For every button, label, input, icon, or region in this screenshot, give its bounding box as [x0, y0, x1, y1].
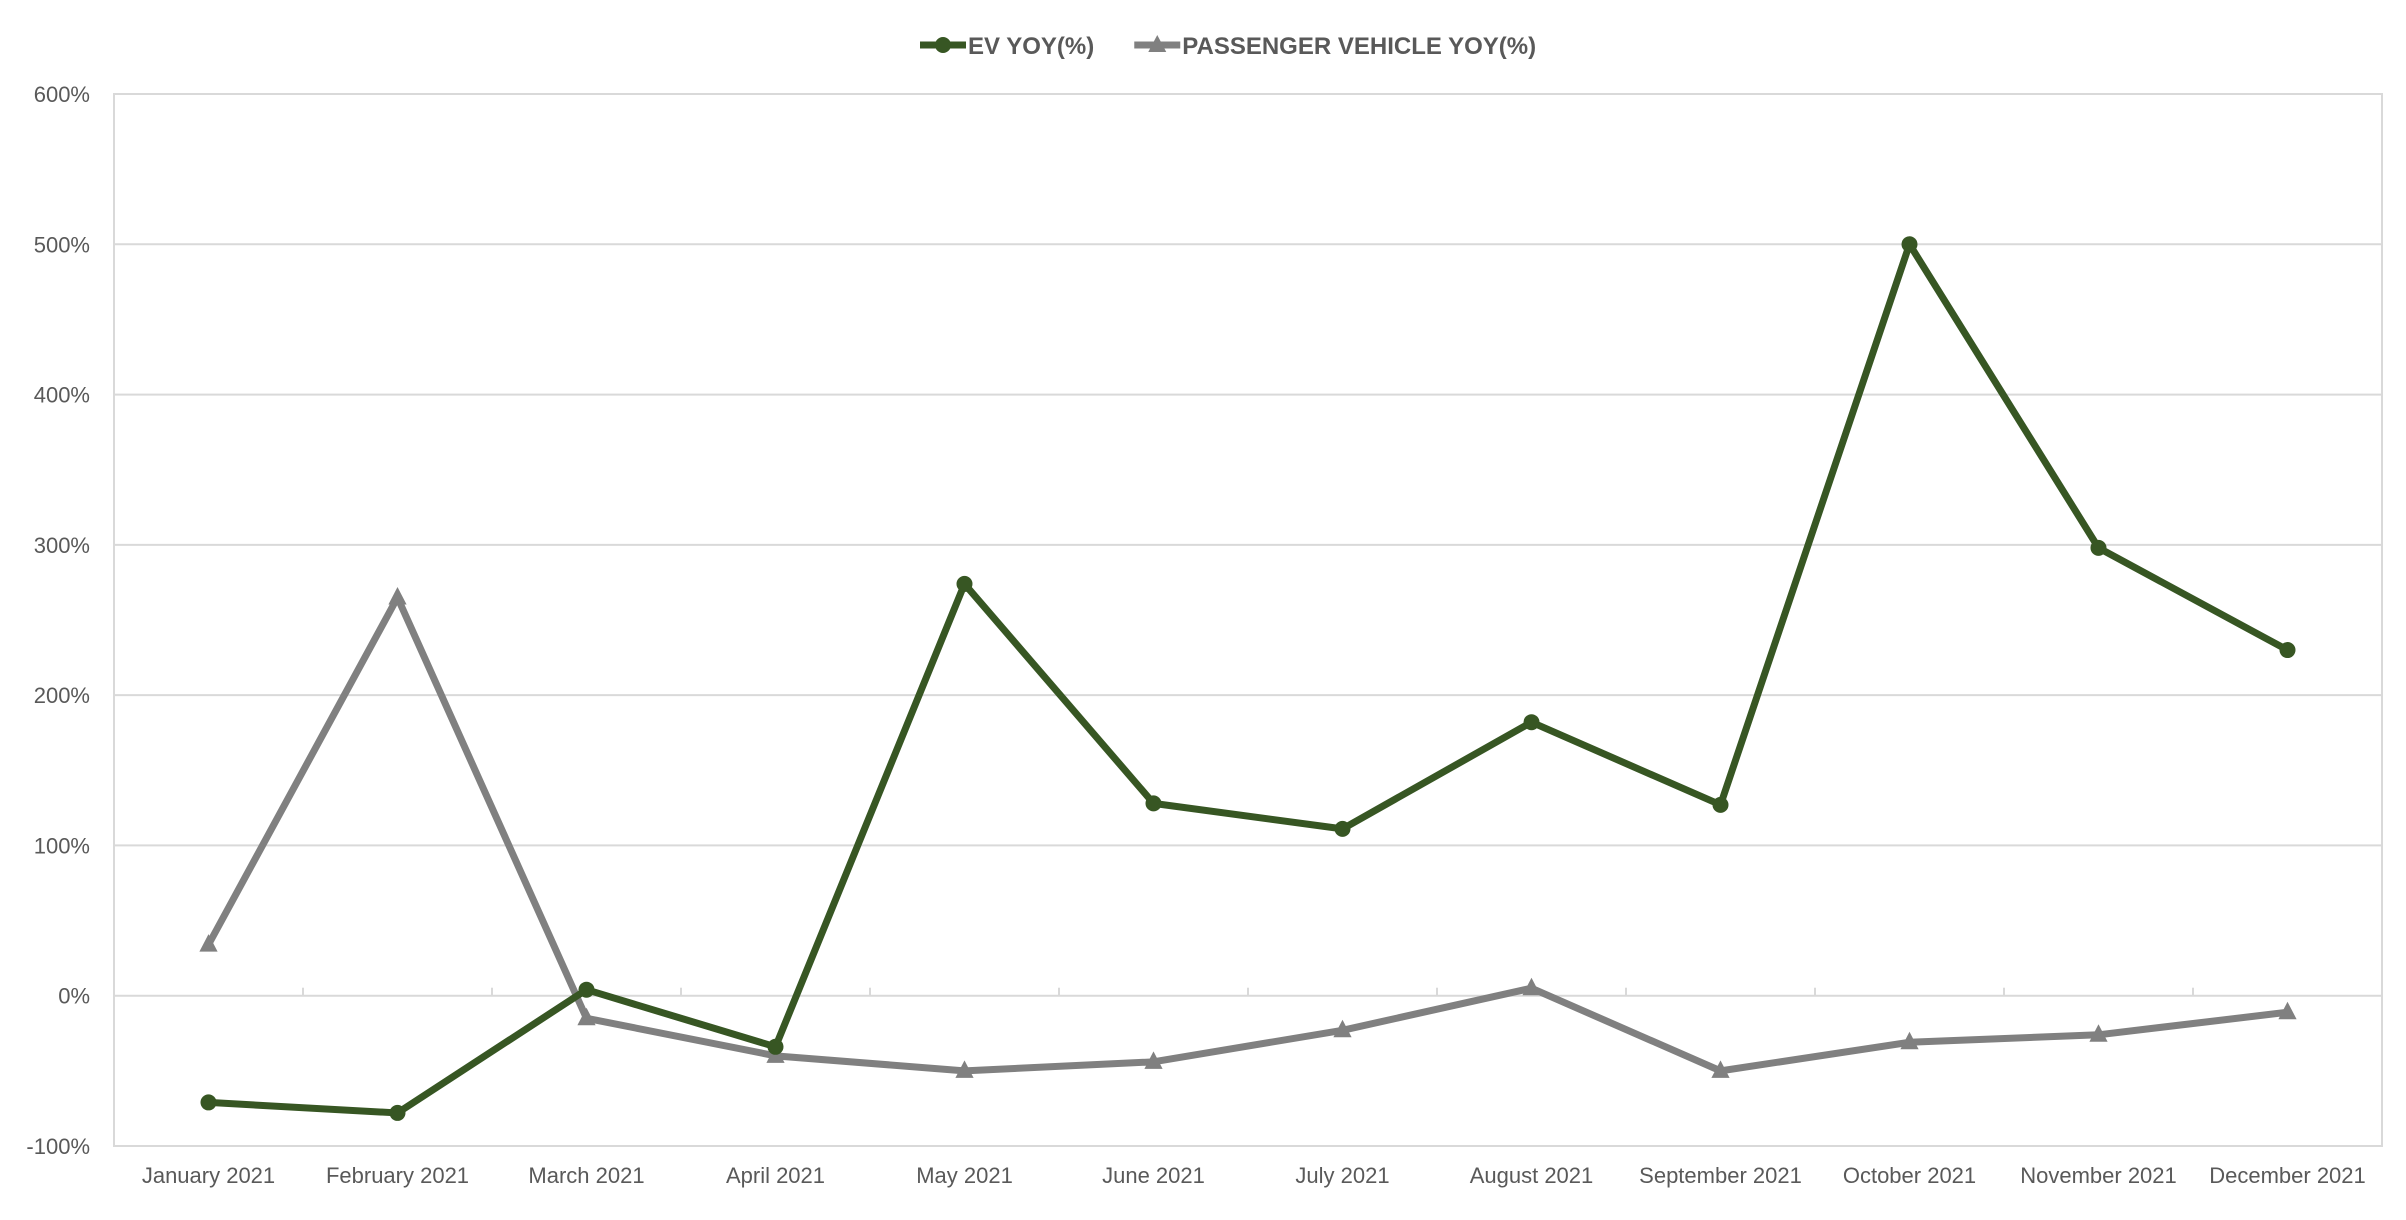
data-point	[389, 1104, 406, 1121]
x-tick-label: May 2021	[916, 1163, 1013, 1188]
y-tick-label: -100%	[26, 1134, 90, 1159]
y-tick-label: 600%	[34, 82, 90, 107]
y-axis: -100% 0% 100% 200% 300% 400% 500% 600%	[26, 82, 90, 1159]
data-point	[2278, 1001, 2297, 1020]
legend-item-1: PASSENGER VEHICLE YOY(%)	[1134, 33, 1536, 60]
x-tick-label: November 2021	[2020, 1163, 2177, 1188]
data-point	[199, 934, 218, 952]
y-tick-label: 200%	[34, 683, 90, 708]
data-point	[1712, 796, 1729, 813]
data-point	[2089, 1024, 2108, 1042]
data-point	[956, 575, 973, 592]
data-point	[955, 1060, 974, 1078]
series-line	[205, 240, 2291, 1117]
data-point	[2090, 539, 2107, 556]
data-point	[1333, 1019, 1352, 1038]
data-point	[1901, 236, 1918, 253]
y-tick-label: 300%	[34, 533, 90, 558]
data-point	[1523, 714, 1540, 731]
y-tick-label: 100%	[34, 833, 90, 858]
series-line	[205, 593, 2291, 1075]
y-tick-label: 400%	[34, 383, 90, 408]
x-axis: January 2021 February 2021 March 2021 April…	[142, 1163, 2366, 1188]
category-ticks	[302, 987, 2194, 996]
series-1	[199, 586, 2297, 1078]
legend-label: PASSENGER VEHICLE YOY(%)	[1182, 33, 1536, 60]
legend-item-0: EV YOY(%)	[920, 33, 1094, 60]
x-tick-label: April 2021	[726, 1163, 825, 1188]
data-point	[767, 1038, 784, 1055]
x-tick-label: August 2021	[1470, 1163, 1594, 1188]
legend: EV YOY(%) PASSENGER VEHICLE YOY(%)	[920, 33, 1536, 60]
data-point	[1900, 1031, 1919, 1050]
data-point	[577, 1007, 596, 1026]
data-point	[1334, 820, 1351, 837]
data-point	[1145, 795, 1162, 812]
legend-label: EV YOY(%)	[968, 33, 1094, 60]
series-0	[200, 236, 2296, 1121]
data-point	[1711, 1060, 1730, 1078]
x-tick-label: December 2021	[2209, 1163, 2366, 1188]
series-layer	[199, 236, 2297, 1121]
x-tick-label: March 2021	[528, 1163, 644, 1188]
data-point	[2279, 642, 2296, 659]
x-tick-label: September 2021	[1639, 1163, 1802, 1188]
x-tick-label: June 2021	[1102, 1163, 1205, 1188]
x-tick-label: October 2021	[1843, 1163, 1976, 1188]
data-point	[200, 1094, 217, 1111]
data-point	[1522, 977, 1541, 996]
y-tick-label: 0%	[58, 984, 90, 1009]
data-point	[388, 586, 407, 605]
x-tick-label: July 2021	[1295, 1163, 1389, 1188]
data-point	[578, 981, 595, 998]
y-tick-label: 500%	[34, 232, 90, 257]
legend-marker	[1148, 35, 1167, 52]
legend-marker	[935, 37, 951, 53]
x-tick-label: February 2021	[326, 1163, 469, 1188]
data-point	[1144, 1051, 1163, 1069]
x-tick-label: January 2021	[142, 1163, 275, 1188]
